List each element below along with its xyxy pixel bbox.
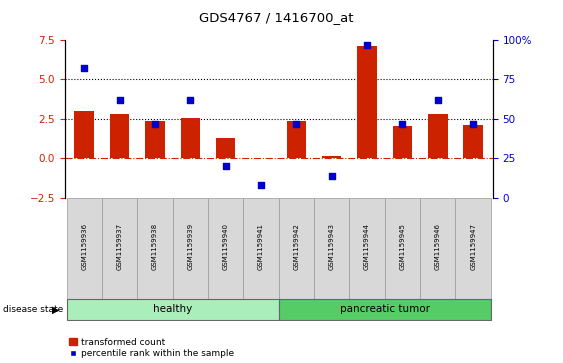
- Text: GSM1159947: GSM1159947: [470, 223, 476, 270]
- Text: GSM1159936: GSM1159936: [81, 223, 87, 270]
- Text: GSM1159937: GSM1159937: [117, 223, 123, 270]
- FancyBboxPatch shape: [420, 198, 455, 299]
- Text: GSM1159938: GSM1159938: [152, 223, 158, 270]
- Point: [434, 97, 443, 103]
- Point: [257, 182, 266, 188]
- FancyBboxPatch shape: [208, 198, 243, 299]
- Bar: [393, 126, 412, 158]
- Point: [186, 97, 195, 103]
- Point: [150, 121, 159, 127]
- Bar: [287, 121, 306, 158]
- Bar: [74, 111, 94, 158]
- FancyBboxPatch shape: [314, 198, 350, 299]
- Bar: [110, 114, 129, 158]
- Text: GSM1159942: GSM1159942: [293, 223, 300, 270]
- Point: [327, 173, 336, 179]
- Text: pancreatic tumor: pancreatic tumor: [340, 304, 430, 314]
- Text: GSM1159941: GSM1159941: [258, 223, 264, 270]
- FancyBboxPatch shape: [279, 198, 314, 299]
- Point: [80, 65, 89, 71]
- Point: [292, 121, 301, 127]
- FancyBboxPatch shape: [455, 198, 491, 299]
- Point: [115, 97, 124, 103]
- FancyBboxPatch shape: [173, 198, 208, 299]
- Bar: [358, 46, 377, 158]
- Bar: [322, 155, 341, 158]
- Text: GSM1159946: GSM1159946: [435, 223, 441, 270]
- Point: [221, 163, 230, 169]
- Bar: [145, 121, 164, 158]
- Point: [398, 121, 407, 127]
- FancyBboxPatch shape: [385, 198, 420, 299]
- Bar: [216, 138, 235, 158]
- Bar: [463, 125, 483, 158]
- Text: GSM1159943: GSM1159943: [329, 223, 335, 270]
- Text: GSM1159939: GSM1159939: [187, 223, 193, 270]
- Text: GSM1159940: GSM1159940: [222, 223, 229, 270]
- Text: GSM1159945: GSM1159945: [400, 223, 405, 270]
- Text: healthy: healthy: [153, 304, 192, 314]
- FancyBboxPatch shape: [66, 198, 102, 299]
- FancyBboxPatch shape: [102, 198, 137, 299]
- FancyBboxPatch shape: [279, 299, 491, 320]
- FancyBboxPatch shape: [243, 198, 279, 299]
- FancyBboxPatch shape: [137, 198, 173, 299]
- Legend: transformed count, percentile rank within the sample: transformed count, percentile rank withi…: [69, 338, 234, 359]
- Point: [363, 42, 372, 48]
- FancyBboxPatch shape: [66, 299, 279, 320]
- Text: disease state: disease state: [3, 305, 63, 314]
- FancyBboxPatch shape: [350, 198, 385, 299]
- Bar: [428, 114, 448, 158]
- Text: GDS4767 / 1416700_at: GDS4767 / 1416700_at: [199, 11, 353, 24]
- Bar: [181, 118, 200, 158]
- Text: GSM1159944: GSM1159944: [364, 223, 370, 270]
- Point: [468, 121, 477, 127]
- Text: ▶: ▶: [52, 304, 59, 314]
